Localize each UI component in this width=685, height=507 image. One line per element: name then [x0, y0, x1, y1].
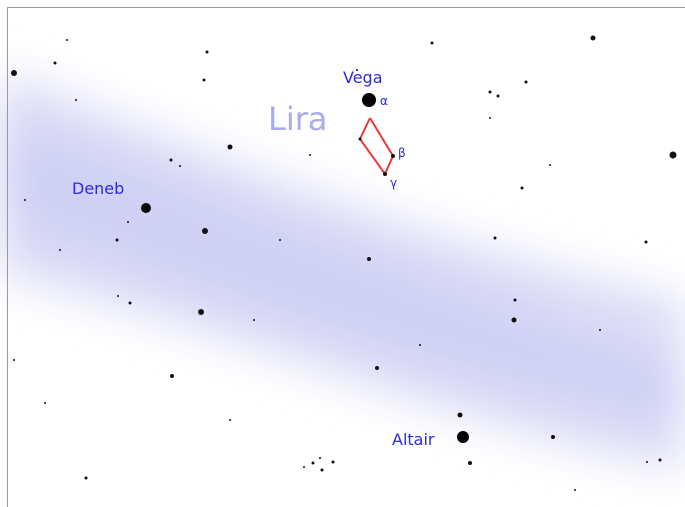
background-stars — [11, 35, 677, 491]
greek-label: β — [398, 146, 406, 160]
milky-way — [0, 70, 685, 470]
greek-label: α — [380, 94, 388, 108]
star-vega — [362, 93, 376, 107]
star-altair — [457, 431, 469, 443]
star-deneb — [141, 203, 151, 213]
constellation-label: Lira — [268, 100, 327, 138]
frame — [7, 7, 685, 507]
star-label: Vega — [343, 68, 383, 87]
greek-label: γ — [390, 176, 397, 190]
star-label: Deneb — [72, 179, 124, 198]
constellation-stars — [358, 137, 395, 176]
star-label: Altair — [392, 430, 435, 449]
